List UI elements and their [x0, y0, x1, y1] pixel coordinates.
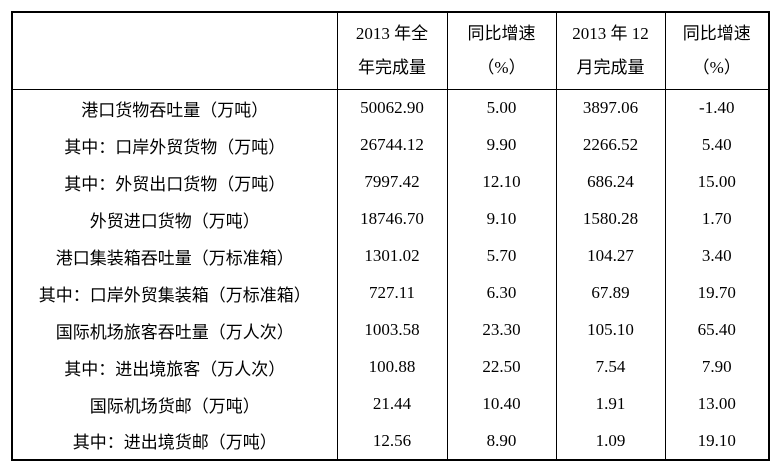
row-value: 1.91 — [555, 385, 665, 423]
row-value: 105.10 — [555, 311, 665, 349]
row-label: 其中：口岸外贸货物（万吨） — [64, 137, 286, 157]
row-label: 国际机场旅客吞吐量（万人次） — [55, 322, 294, 342]
row-label: 其中：外贸出口货物（万吨） — [64, 174, 286, 194]
row-value: 2266.52 — [555, 126, 665, 164]
row-label: 其中：口岸外贸集装箱（万标准箱） — [38, 285, 311, 305]
table-row: 港口集装箱吞吐量（万标准箱） 1301.02 5.70 104.27 3.40 — [12, 237, 769, 275]
row-value: 100.88 — [336, 348, 447, 386]
row-value: 6.30 — [446, 274, 556, 312]
row-value: 65.40 — [664, 311, 769, 349]
row-value: 18746.70 — [336, 200, 447, 238]
row-value: 1.09 — [555, 422, 665, 460]
row-value: 19.10 — [664, 422, 769, 460]
row-value: 21.44 — [336, 385, 447, 423]
row-value: 12.10 — [446, 163, 556, 201]
row-value: 5.00 — [446, 89, 556, 127]
row-value: 1003.58 — [336, 311, 447, 349]
col-header-december-growth: 同比增速 （%） — [664, 12, 769, 90]
row-value: 7.90 — [664, 348, 769, 386]
row-value: 727.11 — [336, 274, 447, 312]
table-row: 其中：进出境旅客（万人次） 100.88 22.50 7.54 7.90 — [12, 348, 769, 386]
row-value: 23.30 — [446, 311, 556, 349]
row-value: 8.90 — [446, 422, 556, 460]
table-row: 外贸进口货物（万吨） 18746.70 9.10 1580.28 1.70 — [12, 200, 769, 238]
row-value: 9.10 — [446, 200, 556, 238]
row-value: 686.24 — [555, 163, 665, 201]
row-label: 其中：进出境旅客（万人次） — [64, 359, 286, 379]
col-header-annual-growth: 同比增速 （%） — [446, 12, 556, 90]
table-header: 2013 年全 年完成量 同比增速 （%） 2013 年 12 月完成量 同比增… — [12, 12, 769, 90]
row-value: 9.90 — [446, 126, 556, 164]
row-value: 1580.28 — [555, 200, 665, 238]
row-label: 其中：进出境货邮（万吨） — [72, 433, 277, 452]
row-value: 22.50 — [446, 348, 556, 386]
row-value: 13.00 — [664, 385, 769, 423]
table-row: 国际机场旅客吞吐量（万人次） 1003.58 23.30 105.10 65.4… — [12, 311, 769, 349]
statistics-table: 2013 年全 年完成量 同比增速 （%） 2013 年 12 月完成量 同比增… — [11, 11, 770, 461]
row-value: 50062.90 — [336, 89, 447, 127]
row-label: 外贸进口货物（万吨） — [89, 211, 260, 231]
row-value: 5.40 — [664, 126, 769, 164]
row-value: 19.70 — [664, 274, 769, 312]
row-value: 7997.42 — [336, 163, 447, 201]
row-value: 67.89 — [555, 274, 665, 312]
row-value: 5.70 — [446, 237, 556, 275]
col-header-annual-volume: 2013 年全 年完成量 — [336, 12, 447, 90]
row-label: 港口集装箱吞吐量（万标准箱） — [55, 248, 294, 268]
row-value: 26744.12 — [336, 126, 447, 164]
row-value: 1.70 — [664, 200, 769, 238]
table-row: 其中：口岸外贸集装箱（万标准箱） 727.11 6.30 67.89 19.70 — [12, 274, 769, 312]
col-header-december-volume: 2013 年 12 月完成量 — [555, 12, 665, 90]
row-label: 港口货物吞吐量（万吨） — [81, 100, 269, 120]
row-label: 国际机场货邮（万吨） — [89, 396, 260, 416]
row-value: 10.40 — [446, 385, 556, 423]
table-row: 国际机场货邮（万吨） 21.44 10.40 1.91 13.00 — [12, 385, 769, 423]
row-value: 7.54 — [555, 348, 665, 386]
table-row: 其中：口岸外贸货物（万吨） 26744.12 9.90 2266.52 5.40 — [12, 126, 769, 164]
row-value: 104.27 — [555, 237, 665, 275]
header-row: 2013 年全 年完成量 同比增速 （%） 2013 年 12 月完成量 同比增… — [12, 12, 769, 90]
row-value: 3897.06 — [555, 89, 665, 127]
row-value: -1.40 — [664, 89, 769, 127]
table-row: 其中：进出境货邮（万吨） 12.56 8.90 1.09 19.10 — [12, 422, 769, 460]
row-value: 15.00 — [664, 163, 769, 201]
table-row: 港口货物吞吐量（万吨） 50062.90 5.00 3897.06 -1.40 — [12, 89, 769, 127]
table-row: 其中：外贸出口货物（万吨） 7997.42 12.10 686.24 15.00 — [12, 163, 769, 201]
corner-cell — [12, 12, 337, 90]
table-body: 港口货物吞吐量（万吨） 50062.90 5.00 3897.06 -1.40 … — [12, 89, 769, 460]
row-value: 12.56 — [336, 422, 447, 460]
row-value: 1301.02 — [336, 237, 447, 275]
row-value: 3.40 — [664, 237, 769, 275]
